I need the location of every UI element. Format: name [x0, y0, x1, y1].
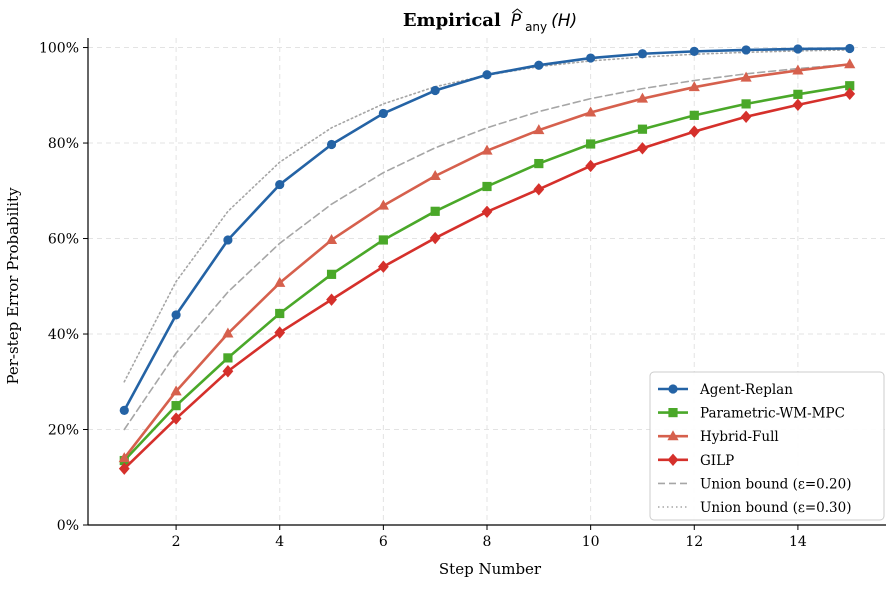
- x-tick-label: 2: [172, 534, 181, 550]
- data-point: [481, 205, 493, 218]
- data-point: [223, 235, 233, 245]
- y-tick-label: 60%: [48, 232, 79, 248]
- data-point: [170, 412, 182, 425]
- chart-title: Empirical P any (H): [403, 10, 577, 35]
- data-point: [430, 206, 440, 216]
- data-point: [118, 452, 130, 463]
- data-point: [222, 365, 234, 378]
- data-point: [586, 53, 596, 63]
- data-point: [429, 231, 441, 245]
- chart-title-prefix: Empirical: [403, 10, 501, 31]
- data-point: [119, 405, 129, 416]
- data-point: [378, 235, 388, 245]
- chart-title-suffix: (H): [551, 11, 577, 31]
- data-point: [326, 269, 337, 279]
- data-point: [688, 125, 700, 138]
- x-tick-label: 4: [275, 534, 284, 550]
- data-point: [636, 92, 649, 103]
- data-point: [533, 124, 545, 135]
- data-point: [667, 430, 679, 441]
- data-point: [170, 385, 182, 396]
- x-tick-label: 6: [379, 534, 388, 550]
- data-point: [637, 124, 648, 134]
- data-point: [793, 89, 803, 99]
- y-axis-label: Per-step Error Probability: [4, 187, 22, 385]
- data-point: [377, 199, 389, 210]
- union-bound-lines: [123, 49, 851, 431]
- data-point: [378, 108, 388, 119]
- data-point: [741, 99, 751, 109]
- data-point: [740, 71, 752, 82]
- data-point: [845, 81, 855, 91]
- data-point: [689, 110, 699, 120]
- data-point: [586, 139, 596, 149]
- legend-label: Parametric-WM-MPC: [700, 406, 845, 422]
- data-point: [430, 85, 440, 96]
- data-point: [482, 70, 492, 80]
- data-point: [689, 46, 699, 56]
- data-point: [667, 453, 679, 466]
- data-point: [171, 401, 181, 411]
- data-point: [429, 169, 441, 180]
- data-point: [377, 260, 389, 273]
- data-point: [637, 49, 648, 59]
- data-point: [844, 87, 856, 101]
- data-point: [585, 159, 597, 173]
- data-point: [585, 106, 597, 117]
- data-point: [668, 408, 678, 418]
- data-point: [533, 183, 545, 196]
- data-point: [274, 326, 286, 339]
- data-point: [792, 98, 804, 112]
- y-tick-label: 20%: [48, 423, 79, 439]
- data-point: [481, 144, 493, 155]
- legend-label: Union bound (ε=0.20): [700, 476, 852, 492]
- legend-label: Agent-Replan: [699, 382, 793, 398]
- data-point: [534, 158, 544, 169]
- y-tick-label: 100%: [39, 41, 79, 57]
- title-hat: [511, 8, 523, 14]
- data-point: [534, 60, 544, 70]
- y-tick-label: 0%: [57, 518, 79, 534]
- chart-title-subscript: any: [525, 20, 547, 34]
- data-point: [668, 384, 678, 394]
- data-point: [223, 353, 233, 363]
- x-tick-label: 10: [582, 534, 600, 550]
- data-point: [740, 110, 752, 123]
- data-point: [326, 293, 337, 306]
- data-point: [274, 276, 286, 287]
- data-point: [845, 43, 855, 54]
- legend-label: GILP: [700, 453, 734, 469]
- data-point: [741, 45, 751, 55]
- y-tick-label: 40%: [48, 327, 79, 343]
- ticks: 2 4 6 8 10 12 14 0% 20% 40% 60% 80% 100%: [39, 41, 807, 550]
- series-lines: [118, 43, 856, 475]
- data-point: [688, 81, 700, 92]
- data-point: [482, 181, 492, 192]
- data-point: [844, 58, 856, 69]
- chart-title-symbol: P: [511, 11, 522, 31]
- data-point: [275, 308, 285, 319]
- x-tick-label: 14: [789, 534, 807, 550]
- data-point: [222, 327, 234, 338]
- legend-box: [649, 371, 885, 521]
- data-point: [275, 179, 285, 190]
- legend-label: Union bound (ε=0.30): [700, 500, 852, 516]
- data-point: [326, 139, 337, 150]
- series-line: [123, 63, 851, 431]
- x-tick-label: 12: [685, 534, 703, 550]
- y-tick-label: 80%: [48, 136, 79, 152]
- data-point: [792, 64, 804, 75]
- data-point: [171, 310, 181, 320]
- data-point: [118, 462, 130, 475]
- data-point: [637, 142, 648, 155]
- legend: Agent-Replan Parametric-WM-MPC Hybrid-Full…: [649, 371, 885, 521]
- legend-label: Hybrid-Full: [700, 429, 779, 445]
- data-point: [325, 233, 338, 244]
- x-axis-label: Step Number: [439, 560, 542, 578]
- x-tick-label: 8: [483, 534, 492, 550]
- data-point: [793, 44, 803, 54]
